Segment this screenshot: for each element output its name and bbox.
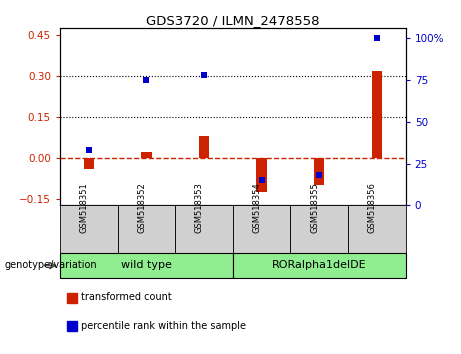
Bar (83, 158, 94, 169)
FancyBboxPatch shape (290, 205, 348, 253)
FancyBboxPatch shape (118, 205, 175, 253)
Bar (314, 158, 325, 185)
Text: GSM518354: GSM518354 (253, 182, 262, 233)
Text: GSM518355: GSM518355 (310, 182, 319, 233)
Text: transformed count: transformed count (81, 292, 171, 302)
Text: genotype/variation: genotype/variation (5, 261, 97, 270)
Text: percentile rank within the sample: percentile rank within the sample (81, 321, 246, 331)
Title: GDS3720 / ILMN_2478558: GDS3720 / ILMN_2478558 (146, 14, 319, 27)
Point (85, 147, 92, 153)
FancyBboxPatch shape (233, 253, 406, 278)
Bar (141, 152, 152, 158)
Text: wild type: wild type (121, 261, 172, 270)
Text: GSM518352: GSM518352 (137, 182, 146, 233)
Point (200, 72, 207, 78)
Text: GSM518353: GSM518353 (195, 182, 204, 233)
FancyBboxPatch shape (60, 253, 233, 278)
Text: RORalpha1delDE: RORalpha1delDE (272, 261, 366, 270)
Bar (199, 136, 209, 158)
Bar (256, 158, 267, 192)
FancyBboxPatch shape (348, 205, 406, 253)
Point (142, 77, 150, 83)
FancyBboxPatch shape (175, 205, 233, 253)
Point (258, 177, 266, 183)
Point (373, 35, 381, 41)
Text: GSM518356: GSM518356 (368, 182, 377, 233)
Point (315, 172, 323, 178)
FancyBboxPatch shape (233, 205, 290, 253)
FancyBboxPatch shape (60, 205, 118, 253)
Bar (372, 70, 382, 158)
Text: GSM518351: GSM518351 (80, 182, 89, 233)
